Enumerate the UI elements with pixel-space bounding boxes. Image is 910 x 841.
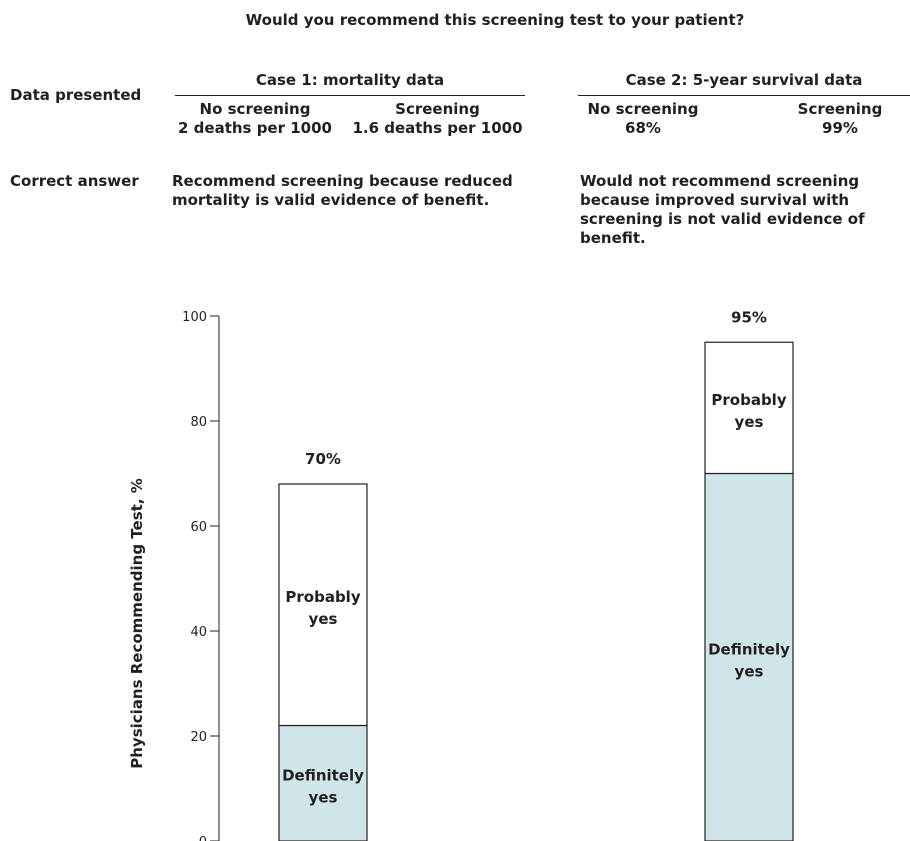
case1-title: Case 1: mortality data	[255, 71, 445, 89]
case1-no-screening-value: 2 deaths per 1000	[178, 119, 332, 137]
bar-segment-label: Definitely yes	[708, 640, 790, 680]
case2-screening-value: 99%	[822, 119, 858, 137]
case1-screening-label: Screening	[395, 100, 480, 118]
case2-screening-label: Screening	[797, 100, 883, 118]
y-tick-label: 0	[199, 835, 207, 841]
case1-screening-value: 1.6 deaths per 1000	[352, 119, 523, 137]
bar-segment-definitely-yes	[704, 472, 794, 841]
y-tick-label: 80	[190, 415, 207, 430]
case2-rule	[578, 95, 910, 96]
question-title: Would you recommend this screening test …	[245, 11, 745, 29]
bar-segment-probably-yes	[704, 341, 794, 475]
case2-no-screening-label: No screening	[587, 100, 699, 118]
y-tick-label: 60	[190, 520, 207, 535]
bar-total-label: 95%	[731, 308, 767, 326]
case2-no-screening-value: 68%	[625, 119, 661, 137]
case2-correct-answer: Would not recommend screening because im…	[580, 172, 865, 247]
bar-segment-definitely-yes	[278, 724, 368, 841]
bar-segment-label: Probably yes	[285, 588, 360, 628]
row-label-correct-answer: Correct answer	[10, 172, 139, 190]
row-label-data-presented: Data presented	[10, 86, 142, 104]
case1-rule	[175, 95, 525, 96]
case2-title: Case 2: 5-year survival data	[625, 71, 863, 89]
y-axis-title: Physicians Recommending Test, %	[128, 478, 146, 769]
bar-total-label: 70%	[305, 450, 341, 468]
case1-correct-answer: Recommend screening because reduced mort…	[172, 172, 513, 209]
bar-segment-label: Probably yes	[711, 391, 786, 431]
case1-no-screening-label: No screening	[199, 100, 311, 118]
bar-segment-label: Definitely yes	[282, 766, 364, 806]
y-tick-label: 20	[190, 730, 207, 745]
y-tick-label: 40	[190, 625, 207, 640]
bar-segment-probably-yes	[278, 483, 368, 727]
y-tick-label: 100	[182, 310, 207, 325]
